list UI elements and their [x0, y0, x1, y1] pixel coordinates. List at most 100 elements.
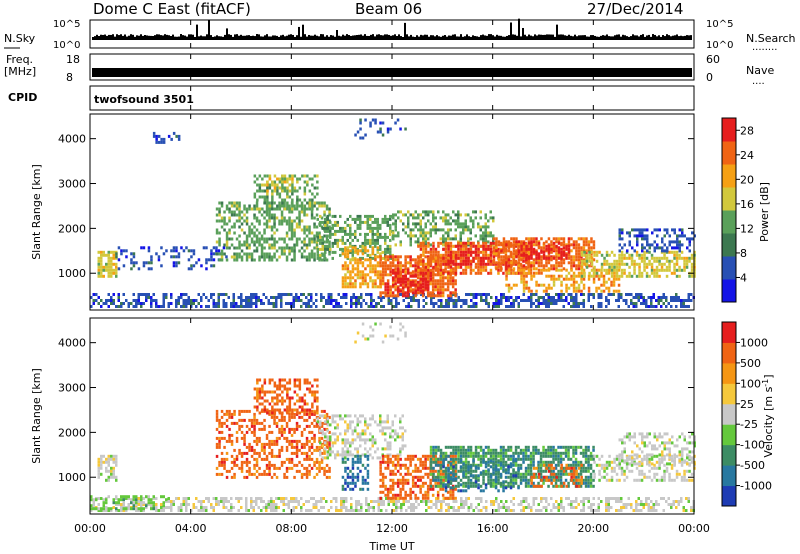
range-cell — [635, 500, 638, 503]
range-cell — [248, 225, 251, 229]
nsky-bar — [246, 35, 248, 40]
range-cell — [305, 296, 308, 299]
range-cell — [577, 283, 581, 287]
range-cell — [369, 270, 372, 274]
range-cell — [439, 279, 442, 283]
range-cell — [552, 299, 555, 302]
range-cell — [310, 237, 314, 241]
range-cell — [585, 243, 588, 247]
range-cell — [406, 255, 410, 259]
range-cell — [663, 256, 666, 260]
power-ylabel: Slant Range [km] — [30, 164, 43, 260]
nsky-bar — [432, 35, 434, 40]
range-cell — [618, 253, 621, 257]
range-cell — [535, 289, 538, 293]
range-cell — [575, 258, 578, 262]
range-cell — [447, 237, 450, 241]
range-cell — [434, 253, 438, 257]
range-cell — [377, 296, 380, 299]
range-cell — [205, 506, 208, 509]
range-cell — [482, 262, 485, 266]
nsky-bar — [210, 35, 212, 40]
range-cell — [115, 503, 118, 506]
nsky-bar — [506, 35, 508, 40]
range-cell — [532, 293, 535, 296]
range-cell — [215, 497, 218, 500]
range-cell — [427, 262, 430, 266]
range-cell — [467, 497, 470, 500]
range-cell — [318, 258, 321, 262]
range-cell — [112, 475, 115, 479]
range-cell — [436, 285, 440, 289]
colorbar-tick-label: 4 — [740, 271, 747, 284]
range-cell — [655, 503, 658, 506]
range-cell — [263, 237, 266, 241]
range-cell — [283, 198, 287, 202]
range-cell — [359, 220, 362, 224]
range-cell — [465, 299, 468, 302]
range-cell — [308, 207, 312, 211]
range-cell — [419, 219, 422, 223]
range-cell — [192, 503, 195, 506]
range-cell — [447, 247, 450, 251]
range-cell — [635, 302, 638, 305]
range-cell — [145, 299, 148, 302]
range-cell — [335, 302, 338, 305]
range-cell — [321, 244, 324, 248]
range-cell — [397, 500, 400, 503]
range-cell — [472, 302, 475, 305]
range-cell — [525, 256, 528, 260]
range-cell — [530, 237, 533, 241]
range-cell — [678, 243, 681, 247]
range-cell — [335, 497, 338, 500]
range-cell — [419, 286, 422, 290]
range-cell — [235, 430, 239, 434]
range-cell — [135, 302, 138, 305]
range-cell — [575, 289, 578, 293]
range-cell — [215, 246, 218, 250]
range-cell — [275, 296, 278, 299]
range-cell — [459, 250, 463, 254]
range-cell — [240, 255, 244, 259]
range-cell — [100, 472, 103, 476]
range-cell — [490, 500, 493, 503]
range-cell — [612, 271, 616, 275]
range-cell — [303, 204, 307, 208]
range-cell — [320, 296, 323, 299]
range-cell — [427, 219, 430, 223]
range-cell — [565, 286, 568, 290]
range-cell — [663, 268, 666, 272]
range-cell — [482, 250, 485, 254]
range-cell — [303, 180, 307, 184]
range-cell — [427, 286, 430, 290]
nsky-bar — [202, 36, 204, 40]
range-cell — [381, 267, 385, 271]
range-cell — [110, 457, 113, 461]
nsky-bar — [226, 28, 228, 40]
range-cell — [570, 305, 573, 308]
range-cell — [542, 299, 545, 302]
range-cell — [622, 503, 625, 506]
range-cell — [336, 241, 339, 245]
range-cell — [540, 497, 543, 500]
range-cell — [295, 240, 299, 244]
range-cell — [366, 223, 369, 227]
range-cell — [492, 255, 496, 259]
range-cell — [110, 256, 113, 260]
range-cell — [243, 231, 246, 235]
range-cell — [452, 293, 455, 296]
range-cell — [351, 247, 354, 251]
range-cell — [495, 249, 498, 253]
range-cell — [240, 436, 244, 440]
nsky-bar — [616, 34, 618, 40]
range-cell — [512, 258, 516, 262]
range-cell — [444, 237, 447, 241]
range-cell — [351, 276, 355, 280]
range-cell — [429, 268, 433, 272]
range-cell — [245, 302, 248, 305]
range-cell — [464, 250, 468, 254]
range-cell — [505, 509, 508, 512]
range-cell — [441, 285, 445, 289]
nsky-bar — [686, 35, 688, 40]
